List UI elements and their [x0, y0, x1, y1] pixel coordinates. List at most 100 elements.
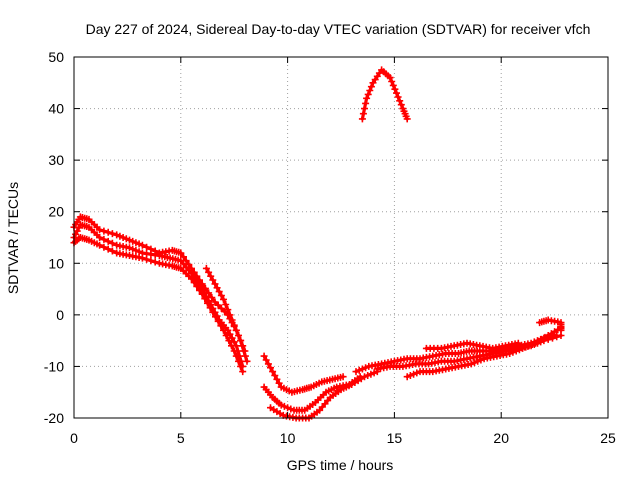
data-point: [388, 78, 396, 85]
data-point: [237, 362, 245, 370]
data-point: [190, 279, 198, 287]
data-point: [217, 292, 225, 299]
data-point: [363, 94, 371, 102]
data-point: [364, 372, 372, 379]
data-point: [104, 245, 112, 253]
chart-title: Day 227 of 2024, Sidereal Day-to-day VTE…: [86, 21, 591, 37]
data-point: [225, 337, 233, 345]
data-point: [198, 290, 206, 298]
data-point: [211, 280, 219, 288]
data-point: [512, 347, 520, 355]
data-point: [204, 299, 211, 307]
data-point: [113, 231, 121, 239]
data-point: [177, 249, 185, 257]
data-point: [240, 347, 248, 355]
data-point: [394, 93, 402, 101]
data-point: [108, 239, 116, 247]
data-point: [132, 246, 140, 254]
data-point: [474, 357, 482, 365]
data-point: [100, 243, 108, 251]
data-point: [230, 347, 238, 355]
y-tick-label: -10: [44, 358, 64, 374]
data-point: [273, 375, 281, 383]
data-point: [224, 306, 232, 314]
x-tick-label: 15: [387, 430, 403, 446]
data-point: [151, 247, 159, 255]
data-point: [147, 257, 155, 265]
y-tick-label: 0: [56, 307, 64, 323]
data-point: [393, 89, 400, 97]
data-point: [528, 341, 536, 348]
data-point: [515, 346, 523, 354]
data-point: [367, 83, 375, 91]
data-point: [243, 357, 251, 365]
data-point: [96, 226, 104, 234]
data-point: [230, 338, 238, 346]
data-point: [143, 243, 151, 251]
data-point: [208, 294, 216, 301]
data-point: [553, 333, 561, 341]
data-point: [267, 364, 274, 372]
data-point: [386, 74, 394, 82]
data-point: [235, 332, 242, 339]
data-point: [361, 373, 368, 381]
data-point: [280, 402, 288, 410]
data-point: [358, 365, 366, 373]
data-point: [138, 254, 146, 262]
data-point: [228, 342, 235, 350]
series-layer: [70, 66, 565, 422]
data-point: [367, 370, 375, 378]
data-point: [180, 253, 187, 261]
ticks: 0 5 10 15 20 25 -20 -10 0 10 20 30 40 50: [44, 49, 616, 446]
data-point: [213, 284, 221, 292]
data-point: [226, 330, 234, 338]
data-point: [196, 286, 203, 294]
data-point: [264, 360, 272, 368]
data-point: [284, 404, 292, 412]
series-arc-e: [260, 352, 347, 396]
data-point: [222, 301, 230, 308]
x-tick-label: 20: [493, 430, 509, 446]
series-markers: [260, 352, 347, 396]
data-point: [214, 301, 222, 309]
data-point: [358, 115, 366, 123]
data-point: [239, 368, 247, 376]
data-point: [471, 359, 478, 367]
data-point: [228, 316, 236, 324]
data-point: [100, 227, 108, 235]
data-point: [220, 295, 227, 303]
data-point: [217, 322, 225, 330]
plot-frame: [73, 56, 609, 419]
series-markers: [358, 66, 411, 123]
data-point: [235, 357, 242, 365]
data-point: [211, 298, 219, 306]
data-point: [525, 342, 533, 350]
data-point: [519, 344, 527, 352]
data-point: [275, 379, 283, 387]
data-point: [215, 288, 223, 296]
data-point: [201, 295, 209, 303]
series-arc-c: [70, 234, 247, 376]
data-point: [364, 90, 372, 98]
data-point: [522, 343, 530, 351]
series-markers: [70, 234, 247, 376]
data-point: [126, 236, 133, 244]
data-point: [129, 237, 137, 245]
data-point: [214, 317, 222, 325]
data-point: [116, 232, 124, 240]
data-point: [366, 87, 374, 94]
data-point: [217, 304, 225, 312]
data-point: [205, 289, 213, 297]
data-point: [126, 244, 133, 252]
data-point: [129, 245, 137, 253]
data-point: [238, 342, 246, 350]
y-tick-label: 50: [48, 49, 64, 65]
x-axis-label: GPS time / hours: [287, 457, 394, 473]
data-point: [362, 364, 370, 372]
data-point: [355, 366, 363, 374]
data-point: [413, 369, 421, 377]
data-point: [549, 334, 556, 342]
data-point: [391, 85, 399, 93]
data-point: [232, 326, 240, 334]
data-point: [207, 272, 215, 280]
